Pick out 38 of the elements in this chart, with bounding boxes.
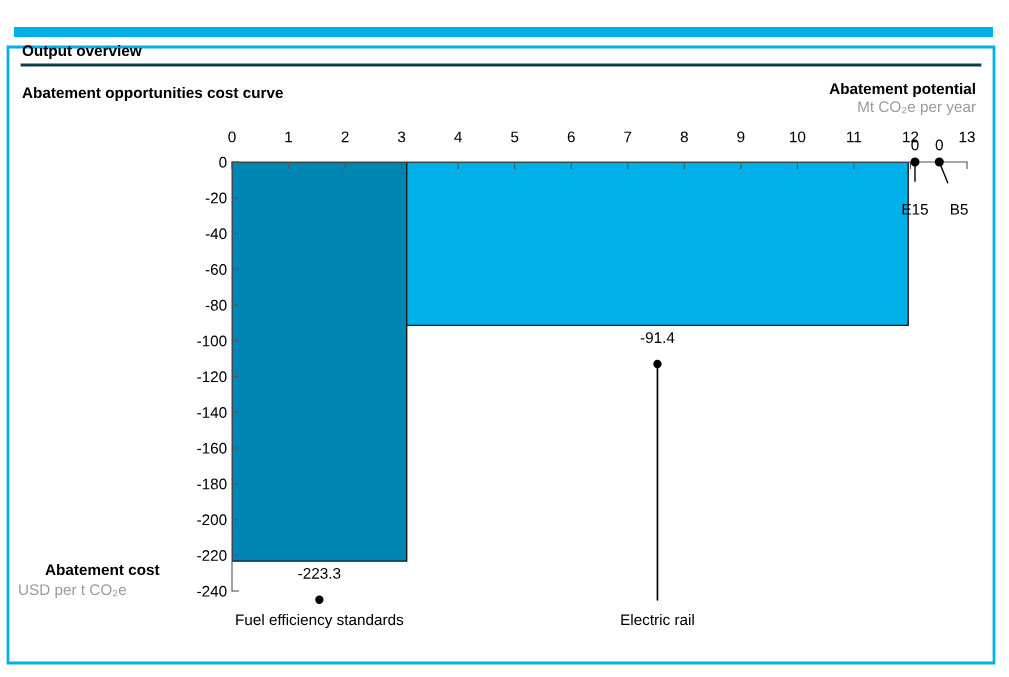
x-tick-label: 5 <box>511 131 519 143</box>
x-axis-title: Abatement potential <box>829 82 975 98</box>
y-tick-label: -20 <box>205 192 227 204</box>
x-tick-label: 13 <box>959 131 975 143</box>
data-label: -91.4 <box>640 332 675 344</box>
x-tick-label: 10 <box>790 131 806 143</box>
x-tick-label: 9 <box>737 131 745 143</box>
text: Electric rail <box>621 613 694 626</box>
chart-subtitle: Abatement opportunities cost curve <box>22 86 283 102</box>
y-tick-label: -40 <box>205 228 227 240</box>
text: Fuel efficiency standards <box>236 613 404 629</box>
x-tick-label: 7 <box>624 131 632 143</box>
x-tick-label: 4 <box>454 131 462 143</box>
x-tick-label: 1 <box>285 131 293 143</box>
y-tick-label: -160 <box>197 442 227 454</box>
y-tick-label: -80 <box>205 299 227 311</box>
y-tick-label: -140 <box>197 407 227 418</box>
y-tick-label: -220 <box>197 550 227 561</box>
y-tick-label: -60 <box>205 264 227 275</box>
y-tick-label: -180 <box>197 478 227 490</box>
y-tick-label: -200 <box>197 514 227 526</box>
data-label: -223.3 <box>298 567 341 579</box>
text: USD per t CO₂e <box>19 584 126 599</box>
y-tick-label: 0 <box>219 156 227 168</box>
text: Mt CO₂e per year <box>858 101 976 116</box>
x-tick-label: 0 <box>228 131 236 143</box>
text: Output overview <box>22 44 142 60</box>
x-tick-label: 3 <box>397 131 406 143</box>
y-tick-label: -100 <box>197 335 227 347</box>
y-tick-label: -120 <box>197 371 227 383</box>
annotation: B5 <box>950 204 968 215</box>
y-tick-label: -240 <box>197 585 227 597</box>
x-tick-label: 2 <box>341 131 349 143</box>
x-tick-label: 6 <box>567 131 575 143</box>
x-tick-label: 8 <box>680 131 688 143</box>
y-axis-title: Abatement cost <box>45 563 160 576</box>
x-tick-label: 11 <box>847 131 862 143</box>
data-label: 0 <box>935 139 943 151</box>
